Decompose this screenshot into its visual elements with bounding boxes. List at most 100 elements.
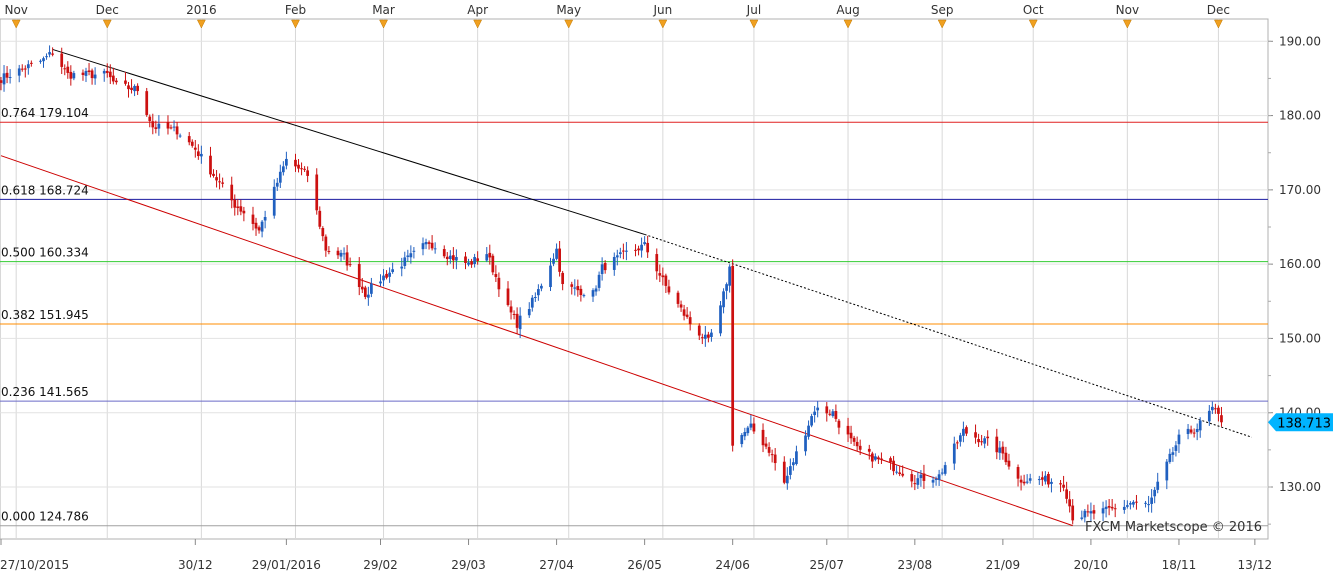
candle-up xyxy=(1210,406,1214,411)
candle-down xyxy=(661,275,665,278)
candle-up xyxy=(42,58,45,62)
candle-up xyxy=(1207,410,1211,422)
month-label: May xyxy=(556,3,581,17)
candle-down xyxy=(901,473,905,476)
candle-up xyxy=(157,123,161,129)
candle-down xyxy=(1016,467,1020,479)
candle-down xyxy=(218,181,221,183)
candle-down xyxy=(145,91,149,115)
candle-down xyxy=(318,210,322,227)
candle-down xyxy=(233,199,237,208)
candle-down xyxy=(236,206,240,209)
candle-down xyxy=(115,80,118,83)
candle-down xyxy=(430,242,434,249)
candle-down xyxy=(427,242,431,244)
candle-up xyxy=(937,474,941,480)
candle-down xyxy=(697,325,701,336)
candle-down xyxy=(87,70,91,72)
candle-up xyxy=(813,411,817,416)
candle-down xyxy=(1135,501,1138,503)
candle-down xyxy=(488,252,492,258)
candle-down xyxy=(1059,483,1062,485)
candle-down xyxy=(221,182,224,184)
month-marker-icon xyxy=(11,19,21,29)
candle-down xyxy=(1062,484,1065,488)
month-label: Jul xyxy=(746,3,761,17)
price-axis: 190.00180.00170.00160.00150.00140.00130.… xyxy=(1268,34,1321,525)
candle-down xyxy=(445,256,449,260)
date-tick-label: 30/12 xyxy=(178,558,213,572)
candle-down xyxy=(1001,446,1005,454)
candle-down xyxy=(175,126,179,135)
candle-down xyxy=(363,287,367,297)
candle-down xyxy=(1192,432,1196,434)
date-tick-label: 29/02 xyxy=(363,558,398,572)
candle-down xyxy=(515,313,519,328)
candle-up xyxy=(26,64,30,69)
candle-down xyxy=(646,242,650,253)
candle-up xyxy=(342,253,346,255)
candle-up xyxy=(582,295,586,297)
date-tick-label: 26/05 xyxy=(627,558,662,572)
candle-down xyxy=(980,441,983,443)
candle-down xyxy=(300,168,303,170)
candle-up xyxy=(919,474,923,479)
candle-up xyxy=(591,290,595,297)
candle-up xyxy=(518,315,522,330)
candle-up xyxy=(594,288,598,292)
candle-up xyxy=(746,427,750,434)
price-tick-label: 150.00 xyxy=(1279,331,1321,345)
candle-up xyxy=(1153,489,1157,497)
candle-up xyxy=(178,135,182,137)
candle-up xyxy=(1156,481,1160,490)
date-tick-label: 13/12 xyxy=(1238,558,1273,572)
trendline-resistance xyxy=(52,48,645,235)
plot-area xyxy=(0,18,1269,540)
candle-up xyxy=(831,411,835,417)
candle-down xyxy=(986,436,990,439)
candle-down xyxy=(5,72,9,78)
candle-down xyxy=(892,460,895,472)
date-tick-label: 25/07 xyxy=(809,558,844,572)
candle-up xyxy=(133,86,136,92)
candle-up xyxy=(722,291,725,308)
candle-up xyxy=(370,283,373,294)
candle-up xyxy=(597,274,601,288)
candle-up xyxy=(1028,478,1032,481)
candle-down xyxy=(23,68,27,70)
candle-up xyxy=(983,438,987,444)
candle-down xyxy=(867,448,871,452)
month-label: Aug xyxy=(836,3,859,17)
candle-down xyxy=(558,248,561,272)
month-label: Oct xyxy=(1023,3,1044,17)
candle-down xyxy=(187,136,191,143)
candle-series xyxy=(0,45,1223,525)
candle-down xyxy=(51,53,54,55)
candle-up xyxy=(743,432,747,437)
candle-up xyxy=(1150,497,1153,504)
candle-down xyxy=(130,87,133,90)
candle-up xyxy=(1132,501,1135,505)
candle-down xyxy=(782,461,786,483)
candle-up xyxy=(172,126,176,128)
candle-up xyxy=(749,423,753,428)
candle-down xyxy=(20,68,24,70)
candle-up xyxy=(816,407,820,411)
date-axis: 27/10/2015 30/12 29/01/2016 29/02 29/03 27/04… xyxy=(0,539,1272,572)
candle-up xyxy=(549,265,552,288)
fibonacci-levels: 0.764 179.104 0.618 168.724 0.500 160.334 0… xyxy=(0,106,1268,527)
candle-down xyxy=(825,406,829,414)
candle-up xyxy=(1168,453,1172,462)
candle-down xyxy=(700,337,704,339)
candle-down xyxy=(294,159,297,167)
month-marker-icon xyxy=(473,19,483,29)
candle-up xyxy=(959,435,962,442)
candle-down xyxy=(1092,510,1096,514)
date-tick-label: 29/01/2016 xyxy=(252,558,321,572)
candle-up xyxy=(1101,508,1105,514)
candle-down xyxy=(752,423,756,432)
candle-down xyxy=(1220,415,1223,423)
candle-down xyxy=(196,151,200,157)
candle-up xyxy=(391,269,395,272)
candle-down xyxy=(0,80,3,83)
